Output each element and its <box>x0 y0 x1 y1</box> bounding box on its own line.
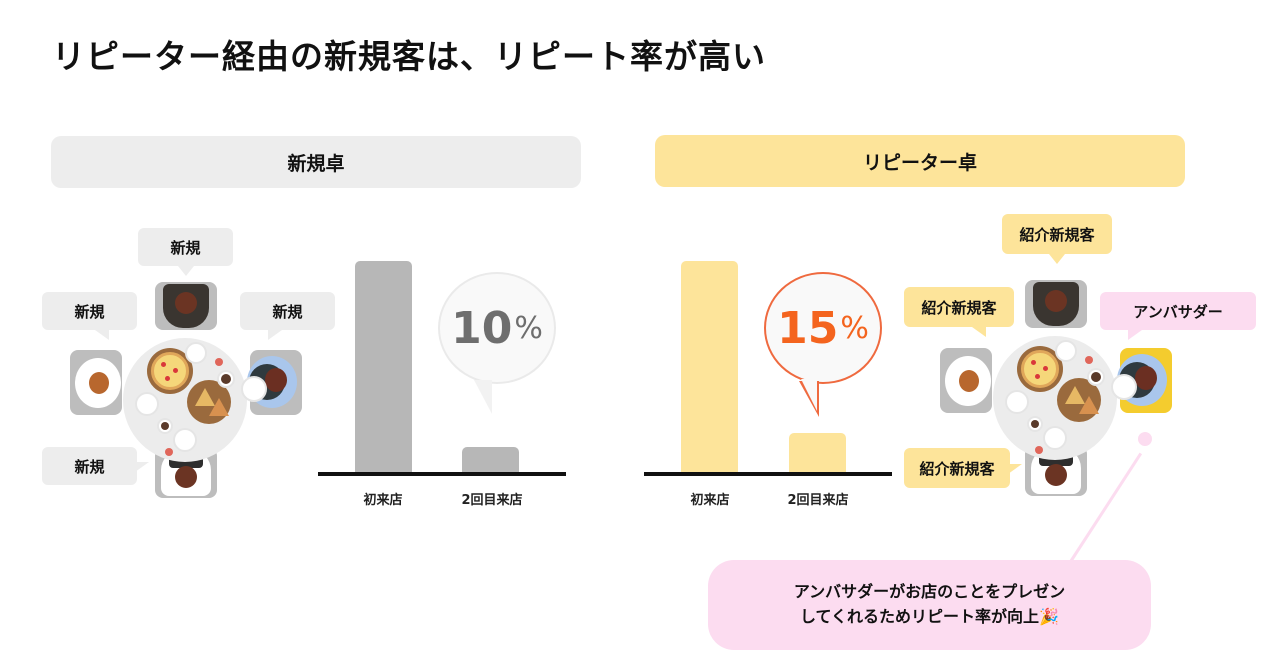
label-bubble-referral-left: 紹介新規客 <box>904 287 1014 337</box>
section-header-new-table: 新規卓 <box>51 136 581 188</box>
topping <box>173 368 178 373</box>
callout-line-1: アンバサダーがお店のことをプレゼン <box>793 582 1066 602</box>
connector-dot <box>1138 432 1152 446</box>
plate <box>1005 390 1029 414</box>
bar-second-visit-repeater <box>789 433 846 473</box>
ambassador-callout: アンバサダーがお店のことをプレゼン してくれるためリピート率が向上🎉 <box>708 560 1151 650</box>
diner-top-head <box>1045 290 1067 312</box>
page-title: リピーター経由の新規客は、リピート率が高い <box>52 37 766 76</box>
coffee-cup <box>1031 420 1039 428</box>
sauce-cup <box>165 448 173 456</box>
diner-right-head <box>265 368 287 392</box>
rate-bubble-tail-new <box>474 380 492 414</box>
coffee-cup <box>221 374 231 384</box>
diner-left-head <box>959 370 979 392</box>
diner-left-head <box>89 372 109 394</box>
coffee-cup <box>1091 372 1101 382</box>
x-label-first-visit: 初来店 <box>690 493 730 508</box>
plate <box>1043 426 1067 450</box>
topping <box>165 376 170 381</box>
label-bubble-referral-bottom: 紹介新規客 <box>904 448 1022 488</box>
rate-unit-repeater: % <box>840 310 869 346</box>
plate <box>185 342 207 364</box>
diner-bottom-head <box>1045 464 1067 486</box>
x-label-second-visit: 2回目来店 <box>461 493 523 508</box>
plate <box>173 428 197 452</box>
sauce-cup <box>215 358 223 366</box>
label-bubble-new-left: 新規 <box>42 292 137 340</box>
x-label-second-visit: 2回目来店 <box>787 493 849 508</box>
label-bubble-new-top: 新規 <box>138 228 233 276</box>
topping <box>1031 360 1036 365</box>
diner-bottom-head <box>175 466 197 488</box>
x-axis-new <box>318 472 566 476</box>
label-bubble-ambassador: アンバサダー <box>1100 292 1256 340</box>
sauce-cup <box>1085 356 1093 364</box>
bar-first-visit-repeater <box>681 261 738 473</box>
x-axis-repeater <box>644 472 892 476</box>
sauce-cup <box>1035 446 1043 454</box>
coffee-cup <box>161 422 169 430</box>
bar-first-visit-new <box>355 261 412 473</box>
plate <box>241 376 267 402</box>
plate <box>1111 374 1137 400</box>
table-illustration-new <box>65 280 305 520</box>
rate-bubble-repeater: 15% <box>764 272 882 384</box>
diner-right-head <box>1135 366 1157 390</box>
rate-bubble-new: 10% <box>438 272 556 384</box>
rate-unit-new: % <box>514 310 543 346</box>
pizza-whole <box>1021 350 1059 388</box>
rate-value-new: 10 <box>451 302 513 354</box>
pizza-slice <box>209 398 229 416</box>
rate-value-repeater: 15 <box>777 302 839 354</box>
topping <box>1043 366 1048 371</box>
callout-line-2: してくれるためリピート率が向上🎉 <box>800 607 1059 626</box>
bar-second-visit-new <box>462 447 519 473</box>
topping <box>1035 374 1040 379</box>
section-header-repeater-table: リピーター卓 <box>655 135 1185 187</box>
pizza-whole <box>151 352 189 390</box>
x-label-first-visit: 初来店 <box>363 493 403 508</box>
label-bubble-new-bottom: 新規 <box>42 447 149 485</box>
plate <box>135 392 159 416</box>
table-illustration-repeater <box>935 278 1175 518</box>
topping <box>161 362 166 367</box>
rate-bubble-tail-repeater <box>801 379 817 411</box>
label-bubble-referral-top: 紹介新規客 <box>1002 214 1112 264</box>
pizza-slice <box>1079 396 1099 414</box>
diner-top-head <box>175 292 197 314</box>
plate <box>1055 340 1077 362</box>
label-bubble-new-right: 新規 <box>240 292 335 340</box>
